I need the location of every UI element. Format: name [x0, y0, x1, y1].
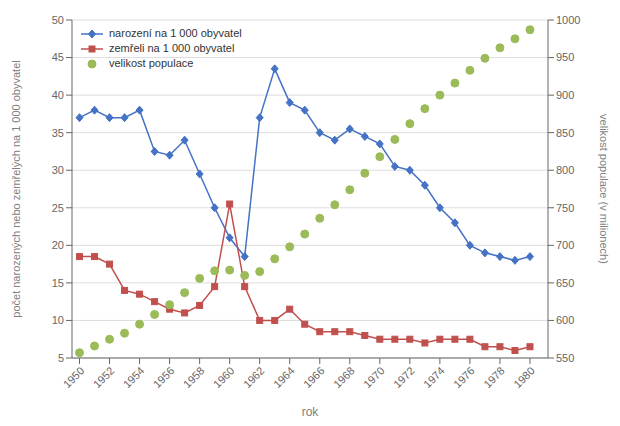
svg-text:1956: 1956 — [151, 364, 177, 390]
svg-text:30: 30 — [52, 164, 64, 176]
svg-text:650: 650 — [556, 277, 574, 289]
svg-text:1950: 1950 — [61, 364, 87, 390]
svg-text:5: 5 — [58, 352, 64, 364]
svg-text:700: 700 — [556, 239, 574, 251]
svg-text:750: 750 — [556, 202, 574, 214]
svg-text:1958: 1958 — [181, 364, 207, 390]
svg-text:50: 50 — [52, 14, 64, 26]
svg-text:1952: 1952 — [91, 364, 117, 390]
svg-text:900: 900 — [556, 89, 574, 101]
svg-text:1980: 1980 — [511, 364, 537, 390]
svg-text:850: 850 — [556, 127, 574, 139]
svg-text:1960: 1960 — [211, 364, 237, 390]
svg-text:550: 550 — [556, 352, 574, 364]
svg-text:45: 45 — [52, 51, 64, 63]
svg-text:20: 20 — [52, 239, 64, 251]
svg-text:15: 15 — [52, 277, 64, 289]
html-text:velikost populace: velikost populace — [109, 57, 194, 69]
html-text:zemřeli na 1 000 obyvatel: zemřeli na 1 000 obyvatel — [109, 42, 235, 54]
svg-text:950: 950 — [556, 51, 574, 63]
svg-text:1974: 1974 — [421, 364, 447, 390]
svg-text:40: 40 — [52, 89, 64, 101]
svg-text:35: 35 — [52, 127, 64, 139]
svg-text:1978: 1978 — [481, 364, 507, 390]
svg-text:velikost populace (v milionech: velikost populace (v milionech) — [598, 114, 610, 264]
svg-text:1968: 1968 — [331, 364, 357, 390]
svg-text:1964: 1964 — [271, 364, 297, 390]
svg-text:1954: 1954 — [121, 364, 147, 390]
svg-text:1000: 1000 — [556, 14, 580, 26]
svg-text:rok: rok — [302, 405, 320, 419]
svg-text:10: 10 — [52, 314, 64, 326]
svg-text:1970: 1970 — [361, 364, 387, 390]
svg-text:25: 25 — [52, 202, 64, 214]
svg-text:1966: 1966 — [301, 364, 327, 390]
svg-text:800: 800 — [556, 164, 574, 176]
html-text:narození na 1 000 obyvatel: narození na 1 000 obyvatel — [109, 27, 242, 39]
svg-text:počet narozených nebo zemřelýc: počet narozených nebo zemřelých na 1 000… — [10, 60, 22, 317]
svg-text:1976: 1976 — [451, 364, 477, 390]
svg-text:1972: 1972 — [391, 364, 417, 390]
svg-text:600: 600 — [556, 314, 574, 326]
svg-text:1962: 1962 — [241, 364, 267, 390]
